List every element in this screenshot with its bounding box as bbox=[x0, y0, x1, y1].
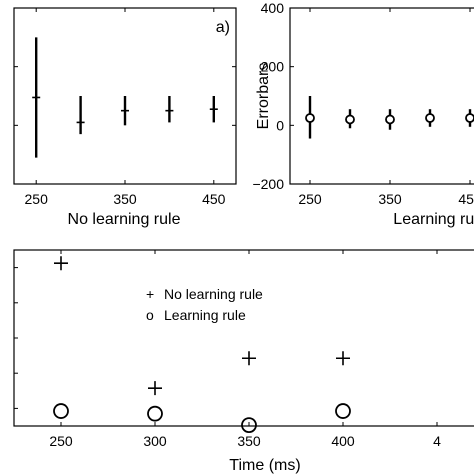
panel-c-x-ticks: 250 300 350 400 4 bbox=[49, 250, 441, 449]
x-tick-label: 450 bbox=[458, 191, 474, 207]
panel-c: 250 300 350 400 4 + No learning rule o Learn… bbox=[13, 249, 474, 474]
panel-b: 250 350 450 −200 0 200 400 Errorbars Learning… bbox=[252, 0, 474, 228]
panel-a-label: a) bbox=[216, 19, 230, 36]
plus-marker bbox=[242, 351, 256, 366]
x-tick-label: 350 bbox=[237, 433, 261, 449]
circle-marker bbox=[465, 113, 474, 123]
legend-label-no-learning: No learning rule bbox=[164, 286, 263, 302]
panel-b-marks bbox=[305, 96, 474, 139]
panel-a-x-axis-label: No learning rule bbox=[68, 211, 181, 228]
circle-marker bbox=[147, 405, 163, 422]
panel-a: 250 350 450 a) No learning rule bbox=[13, 7, 237, 228]
legend-symbol-no-learning: + bbox=[146, 286, 154, 302]
y-tick-label: 0 bbox=[276, 117, 284, 133]
x-tick-label: 250 bbox=[49, 433, 73, 449]
panel-a-marks bbox=[32, 37, 218, 158]
x-tick-label: 4 bbox=[433, 433, 441, 449]
circle-marker bbox=[241, 417, 257, 434]
panel-c-marks bbox=[53, 256, 351, 434]
panel-b-y-ticks: −200 0 200 400 bbox=[252, 0, 294, 192]
x-tick-label: 450 bbox=[202, 191, 226, 207]
x-tick-label: 350 bbox=[378, 191, 402, 207]
plus-marker bbox=[54, 256, 68, 271]
circle-marker bbox=[425, 113, 435, 123]
circle-marker bbox=[335, 403, 351, 419]
x-tick-label: 250 bbox=[298, 191, 322, 207]
plus-marker bbox=[148, 381, 162, 396]
panel-b-frame bbox=[289, 7, 474, 185]
y-tick-label: 200 bbox=[261, 59, 285, 75]
x-tick-label: 300 bbox=[143, 433, 167, 449]
panel-a-x-ticks: 250 350 450 bbox=[25, 8, 226, 207]
legend-symbol-learning: o bbox=[146, 307, 154, 323]
panel-c-frame bbox=[13, 249, 474, 427]
plus-marker bbox=[336, 351, 350, 366]
circle-marker bbox=[53, 403, 69, 419]
y-tick-label: 400 bbox=[261, 0, 285, 16]
circle-marker bbox=[305, 113, 315, 123]
panel-a-y-ticks bbox=[14, 66, 236, 185]
x-tick-label: 250 bbox=[25, 191, 49, 207]
x-tick-label: 350 bbox=[113, 191, 137, 207]
circle-marker bbox=[385, 114, 395, 125]
legend: + No learning rule o Learning rule bbox=[146, 286, 263, 323]
panel-b-x-ticks: 250 350 450 bbox=[298, 8, 474, 207]
circle-marker bbox=[345, 114, 355, 125]
panel-c-y-ticks bbox=[14, 267, 18, 409]
legend-label-learning: Learning rule bbox=[164, 307, 246, 323]
panel-b-y-axis-label: Errorbars bbox=[255, 63, 272, 130]
panel-c-x-axis-label: Time (ms) bbox=[229, 457, 300, 474]
x-tick-label: 400 bbox=[331, 433, 355, 449]
y-tick-label: −200 bbox=[252, 176, 284, 192]
panel-b-x-axis-label: Learning rule bbox=[393, 211, 474, 228]
